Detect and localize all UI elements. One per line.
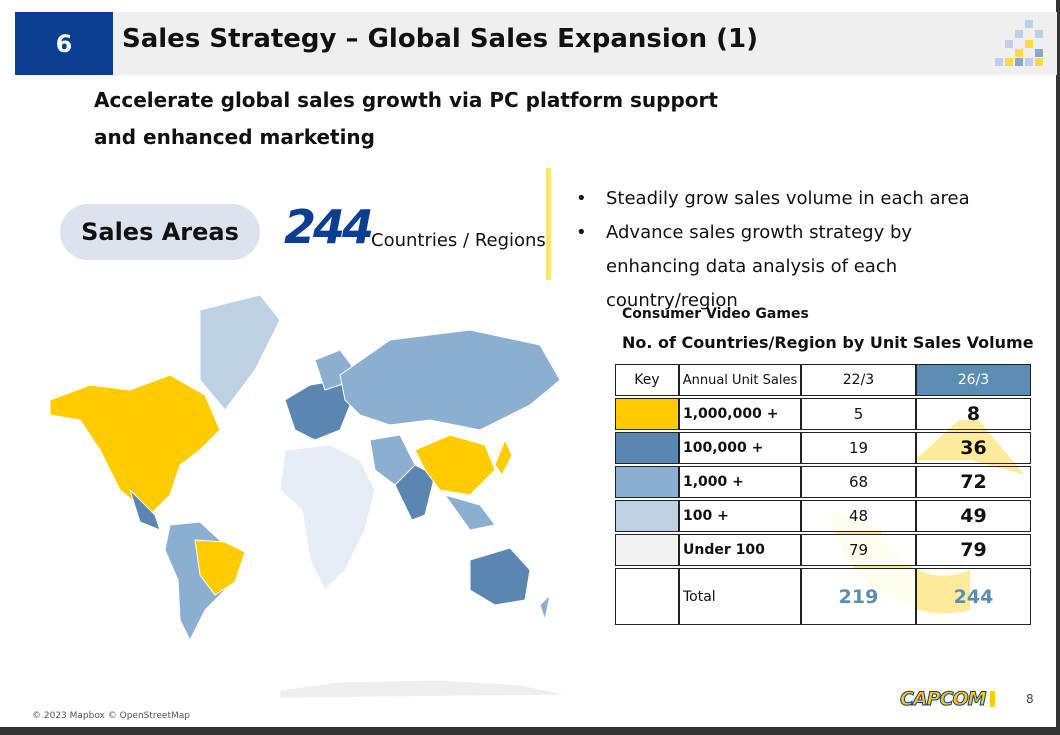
logo: CAPCOM [900,688,988,711]
table-caption: Consumer Video Games [622,306,809,322]
key-swatch [615,432,679,464]
key-empty [615,568,679,625]
row-label: 1,000 + [679,466,801,498]
page-number: 8 [1026,692,1034,706]
subtitle: Accelerate global sales growth via PC pl… [94,88,718,149]
column-header: 22/3 [801,364,916,396]
row-label: 100,000 + [679,432,801,464]
key-swatch [615,466,679,498]
table-title: No. of Countries/Region by Unit Sales Vo… [622,333,1034,352]
row-label: 100 + [679,500,801,532]
value-22: 68 [801,466,916,498]
total-22: 219 [801,568,916,625]
bullet: Steadily grow sales volume in each area [574,182,994,216]
row-label: Under 100 [679,534,801,566]
value-22: 19 [801,432,916,464]
header-icon [995,20,1043,66]
key-swatch [615,534,679,566]
total-26: 244 [916,568,1031,625]
sales-table: Key Annual Unit Sales 22/3 26/3 1,000,000 +5… [615,362,1031,627]
key-swatch [615,398,679,430]
sales-areas-count: 244 [284,200,374,254]
sales-areas-unit: Countries / Regions [371,230,546,251]
slide-number: 6 [15,12,113,75]
value-26: 49 [916,500,1031,532]
value-26: 36 [916,432,1031,464]
header-band [15,12,1057,75]
world-map [49,294,571,699]
table-row: 1,000 +68 72 [615,466,1031,498]
column-header: Key [615,364,679,396]
total-label: Total [679,568,801,625]
table-row: 100,000 +19 36 [615,432,1031,464]
value-26: 72 [916,466,1031,498]
divider [546,168,551,280]
key-swatch [615,500,679,532]
value-22: 48 [801,500,916,532]
bullet-list: Steadily grow sales volume in each area … [574,182,994,318]
table-row: Under 100 79 79 [615,534,1031,566]
value-22: 79 [801,534,916,566]
row-label: 1,000,000 + [679,398,801,430]
sales-areas-label: Sales Areas [60,204,260,260]
logo-bar [990,691,995,707]
value-26: 79 [916,534,1031,566]
table-row: Total 219 244 [615,568,1031,625]
title: Sales Strategy – Global Sales Expansion … [122,24,759,54]
table-row: 100 +48 49 [615,500,1031,532]
bullet: Advance sales growth strategy by enhanci… [574,216,994,318]
value-22: 5 [801,398,916,430]
table-row: Key Annual Unit Sales 22/3 26/3 [615,364,1031,396]
column-header: Annual Unit Sales [679,364,801,396]
table-row: 1,000,000 +5 8 [615,398,1031,430]
column-header: 26/3 [916,364,1031,396]
value-26: 8 [916,398,1031,430]
map-credit: © 2023 Mapbox © OpenStreetMap [32,711,190,721]
